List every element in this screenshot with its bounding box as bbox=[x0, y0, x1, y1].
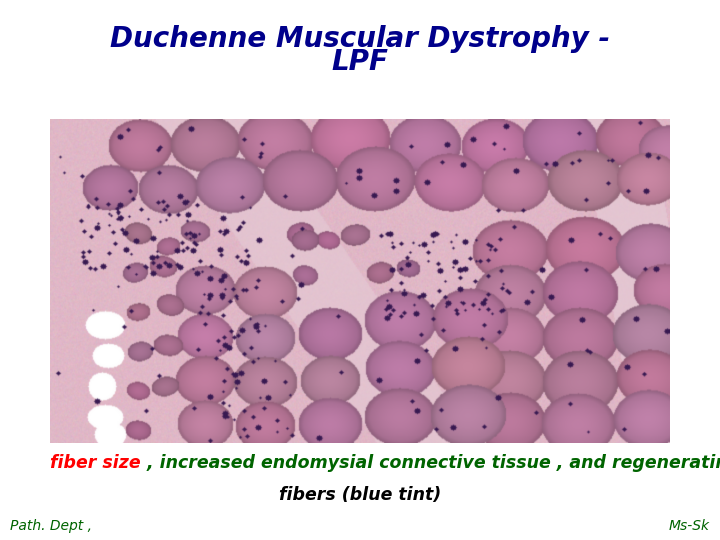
Text: fiber size: fiber size bbox=[50, 454, 141, 471]
Text: Ms-Sk: Ms-Sk bbox=[669, 519, 710, 534]
Text: Path. Dept ,: Path. Dept , bbox=[10, 519, 92, 534]
Text: LPF: LPF bbox=[331, 48, 389, 76]
Text: fibers (blue tint): fibers (blue tint) bbox=[279, 486, 441, 504]
Text: Duchenne muscular dystrophy: Duchenne muscular dystrophy bbox=[50, 418, 349, 436]
Text: Duchenne Muscular Dystrophy -: Duchenne Muscular Dystrophy - bbox=[110, 25, 610, 53]
Text: showing: showing bbox=[349, 418, 432, 436]
Text: variations in muscle: variations in muscle bbox=[432, 418, 630, 436]
Text: , increased endomysial connective tissue , and regenerating: , increased endomysial connective tissue… bbox=[141, 454, 720, 471]
